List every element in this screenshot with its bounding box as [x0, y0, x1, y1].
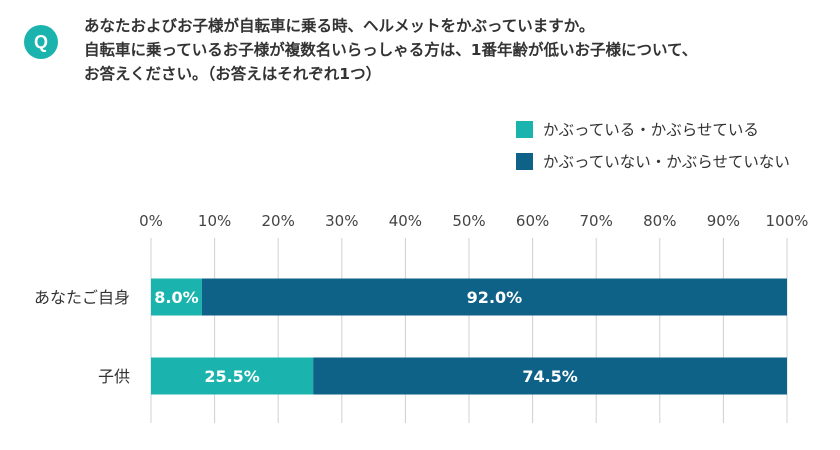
- x-tick-label: 70%: [580, 212, 613, 230]
- data-label: 74.5%: [522, 367, 578, 386]
- legend-swatch-wearing: [516, 120, 533, 138]
- data-label: 25.5%: [204, 367, 260, 386]
- x-tick-label: 50%: [452, 212, 485, 230]
- legend-label-wearing: かぶっている・かぶらせている: [543, 121, 759, 139]
- x-tick-label: 80%: [643, 212, 676, 230]
- question-line-2: 自転車に乗っているお子様が複数名いらっしゃる方は、1番年齢が低いお子様について、: [84, 41, 698, 59]
- data-label: 8.0%: [154, 288, 198, 307]
- x-tick-label: 90%: [707, 212, 740, 230]
- question-line-1: あなたおよびお子様が自転車に乗る時、ヘルメットをかぶっていますか。: [84, 17, 595, 35]
- category-label: あなたご自身: [34, 288, 130, 307]
- legend-item-not-wearing: かぶっていない・かぶらせていない: [516, 148, 790, 174]
- legend-label-not-wearing: かぶっていない・かぶらせていない: [543, 153, 790, 171]
- question-badge: Q: [24, 25, 58, 59]
- legend-swatch-not-wearing: [516, 152, 533, 170]
- category-label: 子供: [98, 367, 130, 386]
- bar-segment: [151, 278, 202, 316]
- chart-legend: かぶっている・かぶらせている かぶっていない・かぶらせていない: [516, 116, 790, 180]
- legend-item-wearing: かぶっている・かぶらせている: [516, 116, 790, 142]
- x-tick-label: 0%: [139, 212, 163, 230]
- question-line-3: お答えください。（お答えはそれぞれ1つ）: [84, 65, 382, 83]
- x-tick-label: 100%: [766, 212, 809, 230]
- x-tick-label: 60%: [516, 212, 549, 230]
- data-label: 92.0%: [467, 288, 523, 307]
- x-tick-label: 20%: [262, 212, 295, 230]
- x-tick-label: 10%: [198, 212, 231, 230]
- x-tick-label: 40%: [389, 212, 422, 230]
- x-tick-label: 30%: [325, 212, 358, 230]
- bar-segment: [313, 357, 787, 395]
- bar-segment: [201, 278, 787, 316]
- bar-segment: [151, 357, 314, 395]
- question-text: あなたおよびお子様が自転車に乗る時、ヘルメットをかぶっていますか。 自転車に乗っ…: [84, 14, 824, 86]
